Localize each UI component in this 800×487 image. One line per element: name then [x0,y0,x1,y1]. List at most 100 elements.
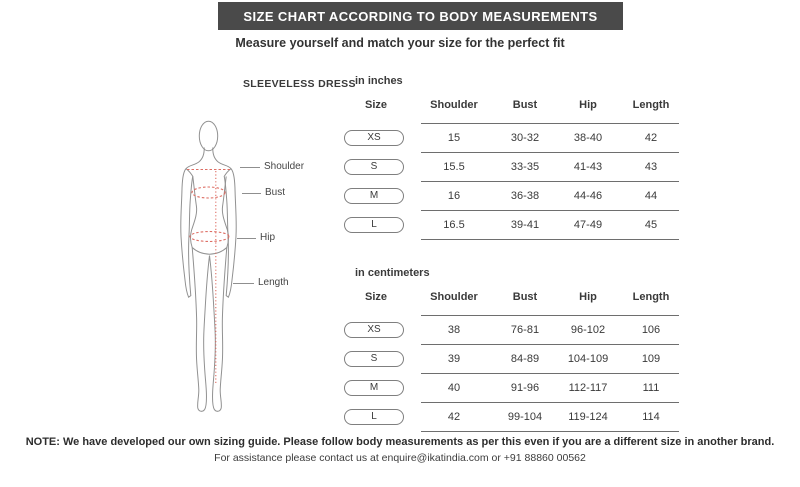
col-header-shoulder: Shoulder [430,99,478,111]
contact-text: For assistance please contact us at enqu… [214,452,586,464]
size-pill: M [344,379,404,396]
cell-hip: 41-43 [573,160,603,173]
cell-hip: 96-102 [570,323,606,336]
table-header-row: Size Shoulder Bust Hip Length [340,96,680,114]
col-header-shoulder: Shoulder [430,291,478,303]
figure-torso [190,176,229,255]
cell-hip: 44-46 [573,189,603,202]
measurement-marks [187,168,230,384]
cell-shoulder: 15 [447,131,461,144]
cell-bust: 36-38 [510,189,540,202]
table-divider [421,315,679,316]
col-header-bust: Bust [512,291,538,303]
table-row: S 39 84-89 104-109 109 [340,344,680,373]
size-table-inches: in inches Size Shoulder Bust Hip Length … [340,75,692,241]
table-row: M 16 36-38 44-46 44 [340,181,680,210]
table-row: S 15.5 33-35 41-43 43 [340,152,680,181]
col-header-bust: Bust [512,99,538,111]
table-row: L 42 99-104 119-124 114 [340,402,680,431]
product-name-label: SLEEVELESS DRESS [243,78,356,90]
cell-length: 109 [641,352,661,365]
hip-label: Hip [260,232,276,243]
table-divider [421,239,679,240]
figure-arm-right [223,168,237,298]
body-outline [180,120,237,412]
cell-shoulder: 16 [447,189,461,202]
cell-bust: 91-96 [510,381,540,394]
table-header-row: Size Shoulder Bust Hip Length [340,288,680,306]
figure-head [198,120,219,152]
bust-leader-line [242,193,261,194]
length-label: Length [258,277,289,288]
cell-hip: 47-49 [573,218,603,231]
cell-shoulder: 40 [447,381,461,394]
unit-label-centimeters: in centimeters [355,267,430,279]
hip-measure-ellipse [189,230,230,243]
figure-neck-left [185,147,205,169]
cell-bust: 84-89 [510,352,540,365]
table-divider [421,402,679,403]
size-pill: M [344,187,404,204]
cell-hip: 119-124 [568,410,608,423]
cell-shoulder: 42 [447,410,461,423]
size-pill: S [344,158,404,175]
cell-length: 114 [642,410,660,423]
cell-hip: 38-40 [573,131,603,144]
cell-length: 45 [644,218,658,231]
size-table-centimeters: in centimeters Size Shoulder Bust Hip Le… [340,267,692,433]
size-pill: L [344,216,404,233]
cell-length: 42 [644,131,658,144]
cell-hip: 112-117 [568,381,608,394]
col-header-hip: Hip [579,99,597,111]
table-divider [421,123,679,124]
col-header-size: Size [364,99,387,111]
shoulder-label: Shoulder [264,161,305,172]
table-row: XS 38 76-81 96-102 106 [340,315,680,344]
shoulder-leader-line [240,167,260,168]
table-divider [421,431,679,432]
size-pill: S [344,350,404,367]
cell-shoulder: 39 [447,352,461,365]
note-text: NOTE: We have developed our own sizing g… [25,436,775,448]
table-divider [421,210,679,211]
page-title: SIZE CHART ACCORDING TO BODY MEASUREMENT… [243,8,598,24]
table-row: L 16.5 39-41 47-49 45 [340,210,680,239]
length-leader-line [233,283,254,284]
bust-label: Bust [265,187,286,198]
cell-bust: 30-32 [510,131,540,144]
cell-length: 43 [644,160,658,173]
table-divider [421,344,679,345]
col-header-length: Length [632,291,670,303]
title-bar: SIZE CHART ACCORDING TO BODY MEASUREMENT… [218,2,623,30]
cell-length: 111 [642,381,660,394]
table-divider [421,373,679,374]
figure-arm-left [180,168,194,298]
unit-label-inches: in inches [355,75,403,87]
cell-shoulder: 15.5 [443,160,465,173]
col-header-length: Length [632,99,670,111]
hip-leader-line [237,238,256,239]
cell-shoulder: 38 [447,323,461,336]
cell-shoulder: 16.5 [443,218,465,231]
cell-bust: 39-41 [510,218,540,231]
table-row: XS 15 30-32 38-40 42 [340,123,680,152]
cell-bust: 99-104 [507,410,543,423]
col-header-size: Size [364,291,387,303]
table-divider [421,181,679,182]
col-header-hip: Hip [579,291,597,303]
figure-leg-right [209,247,228,412]
size-pill: XS [344,129,404,146]
bust-measure-ellipse [191,186,226,199]
size-pill: L [344,408,404,425]
subtitle: Measure yourself and match your size for… [235,36,565,50]
figure-neck-right [212,147,232,169]
cell-bust: 76-81 [510,323,540,336]
table-divider [421,152,679,153]
cell-length: 44 [644,189,658,202]
cell-bust: 33-35 [510,160,540,173]
table-row: M 40 91-96 112-117 111 [340,373,680,402]
cell-hip: 104-109 [567,352,609,365]
size-pill: XS [344,321,404,338]
figure-leg-left [191,247,210,412]
